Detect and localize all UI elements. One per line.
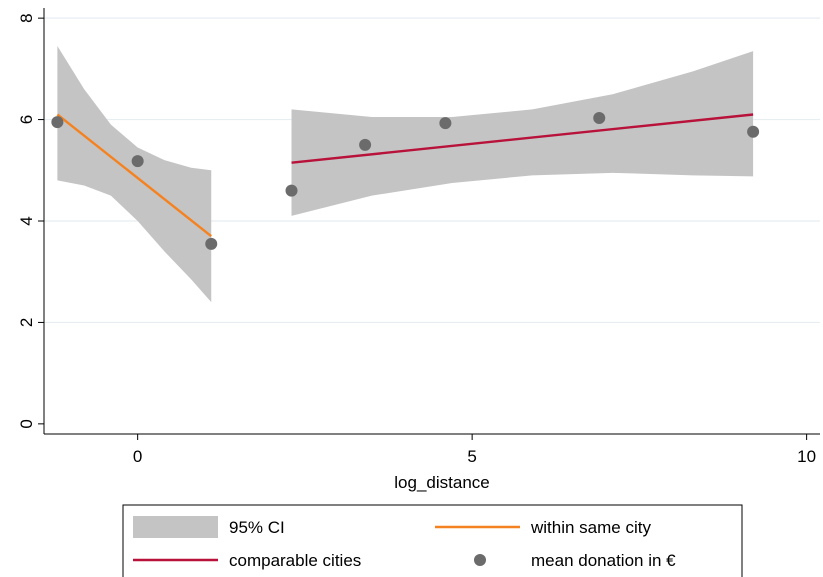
fit-lines <box>56 113 754 238</box>
data-point-6 <box>593 112 606 125</box>
legend-label-0: 95% CI <box>229 518 285 537</box>
confidence-bands <box>57 46 754 303</box>
y-tick-label-4: 4 <box>17 216 36 225</box>
x-tick-label-0: 0 <box>133 447 142 466</box>
y-tick-label-8: 8 <box>17 13 36 22</box>
legend: 95% CI within same city comparable cities m… <box>122 504 743 577</box>
data-point-7 <box>747 125 760 138</box>
fit-line-1 <box>291 113 754 164</box>
data-points <box>51 112 760 250</box>
data-point-2 <box>205 237 218 250</box>
data-point-5 <box>439 117 452 130</box>
data-point-0 <box>51 116 64 129</box>
x-axis-title: log_distance <box>394 473 489 492</box>
legend-label-2: comparable cities <box>229 551 361 570</box>
y-tick-label-6: 6 <box>17 115 36 124</box>
legend-key-0 <box>133 516 218 538</box>
y-tick-label-2: 2 <box>17 318 36 327</box>
x-tick-label-10: 10 <box>797 447 816 466</box>
legend-box <box>122 504 743 577</box>
y-tick-label-0: 0 <box>17 419 36 428</box>
legend-label-1: within same city <box>530 518 651 537</box>
data-point-1 <box>131 155 144 168</box>
fit-line-0 <box>56 113 212 238</box>
legend-label-3: mean donation in € <box>531 551 676 570</box>
x-tick-label-5: 5 <box>467 447 476 466</box>
tick-marks: 0 2 4 6 8 0 5 10 <box>17 13 816 466</box>
data-point-4 <box>359 138 372 151</box>
data-point-3 <box>285 184 298 197</box>
legend-key-3 <box>474 554 486 566</box>
ci-band-1 <box>291 51 754 216</box>
